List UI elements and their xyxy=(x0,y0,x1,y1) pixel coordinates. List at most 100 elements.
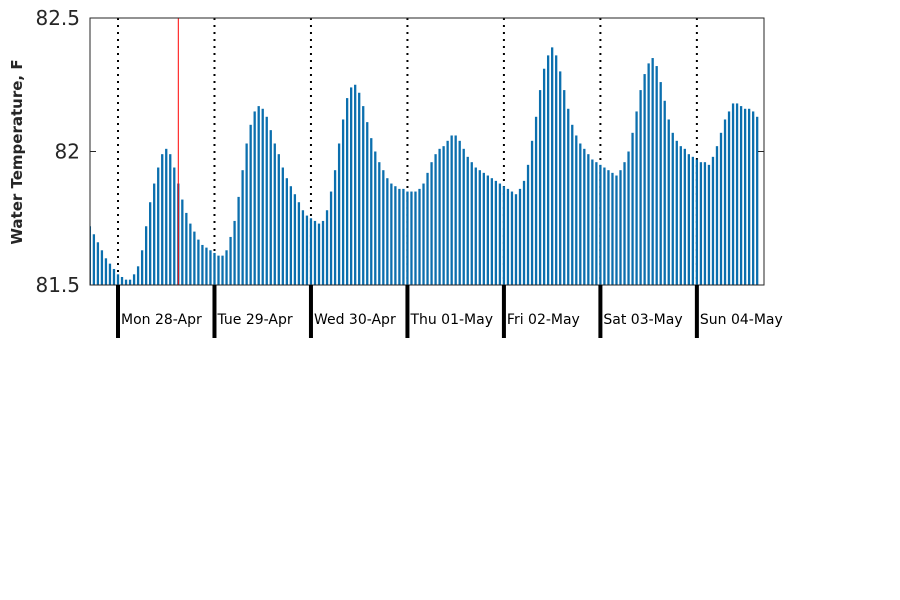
bar xyxy=(333,170,337,285)
bar xyxy=(197,239,200,285)
bar xyxy=(144,226,148,285)
bar xyxy=(185,212,188,285)
bar xyxy=(691,156,695,285)
bar xyxy=(486,175,489,285)
bar xyxy=(747,108,751,285)
bar xyxy=(518,188,522,285)
day-labels: Mon 28-Apr Tue 29-Apr Wed 30-Apr Thu 01-May… xyxy=(121,312,783,328)
bar xyxy=(354,84,357,285)
bar xyxy=(575,135,578,285)
bar xyxy=(607,170,610,285)
bar xyxy=(579,143,582,285)
bar xyxy=(510,191,514,285)
bar xyxy=(418,188,421,285)
bar xyxy=(414,191,417,285)
bar xyxy=(108,263,112,285)
bar xyxy=(124,279,128,285)
bar xyxy=(92,234,96,285)
bar xyxy=(169,154,172,285)
bar xyxy=(659,82,662,285)
bar xyxy=(723,119,727,286)
bar xyxy=(100,250,104,285)
bar xyxy=(474,167,477,285)
bar xyxy=(157,167,160,285)
bar xyxy=(739,106,743,285)
bar xyxy=(277,154,280,285)
bar xyxy=(229,236,232,285)
y-axis-ticks: 81.5 82 82.5 xyxy=(35,6,764,297)
bar xyxy=(341,119,345,286)
bar xyxy=(631,132,634,285)
bar xyxy=(466,156,469,285)
bar xyxy=(209,250,212,285)
bar xyxy=(494,180,498,285)
bar xyxy=(90,226,92,285)
bar xyxy=(583,148,586,285)
bar xyxy=(402,188,405,285)
bar xyxy=(132,274,136,285)
bar xyxy=(289,186,293,285)
bar xyxy=(161,154,164,285)
bar xyxy=(120,276,124,285)
bar xyxy=(165,148,168,285)
bar xyxy=(370,138,373,285)
bar xyxy=(619,170,622,285)
bar xyxy=(563,90,566,285)
bar xyxy=(567,108,570,285)
y-tick-label: 81.5 xyxy=(35,273,80,297)
bar xyxy=(273,143,276,285)
bar xyxy=(695,159,699,285)
bar xyxy=(233,220,236,285)
bar xyxy=(237,196,240,285)
day-label: Thu 01-May xyxy=(409,312,493,328)
bar xyxy=(301,210,305,285)
bar xyxy=(390,183,393,285)
bar xyxy=(538,90,542,285)
bar xyxy=(534,116,538,285)
bar xyxy=(245,143,248,285)
bar xyxy=(96,242,100,285)
bar xyxy=(410,191,413,285)
bar xyxy=(651,58,654,285)
bar xyxy=(454,135,457,285)
bar xyxy=(450,135,453,285)
bar xyxy=(542,68,546,285)
bar xyxy=(313,220,317,285)
bar xyxy=(325,210,329,285)
bar xyxy=(639,90,642,285)
bar xyxy=(526,164,530,285)
bar xyxy=(731,103,735,285)
bar xyxy=(675,140,678,285)
bar xyxy=(707,164,711,285)
bar xyxy=(394,186,397,285)
bar xyxy=(587,154,590,285)
bar xyxy=(422,183,425,285)
bar xyxy=(136,266,140,285)
bar xyxy=(623,162,626,285)
bar xyxy=(366,122,369,285)
bar xyxy=(406,191,409,285)
bar xyxy=(257,106,260,285)
bar xyxy=(128,279,132,285)
y-axis-label: Water Temperature, F xyxy=(8,59,26,244)
bar xyxy=(683,148,686,285)
bar xyxy=(181,199,184,285)
bar xyxy=(711,156,715,285)
day-label: Sun 04-May xyxy=(700,312,783,328)
bar xyxy=(297,202,301,285)
bar xyxy=(225,250,228,285)
bar xyxy=(362,106,365,285)
bar xyxy=(752,111,755,285)
bar xyxy=(715,146,719,285)
bar xyxy=(599,164,602,285)
bar xyxy=(112,268,116,285)
temperature-bars xyxy=(90,47,759,286)
bar xyxy=(205,247,208,285)
bar xyxy=(265,116,268,285)
y-tick-label: 82 xyxy=(55,140,80,164)
bar xyxy=(667,119,670,286)
y-tick-label: 82.5 xyxy=(35,6,80,30)
bar xyxy=(546,55,550,285)
bar xyxy=(627,151,630,285)
